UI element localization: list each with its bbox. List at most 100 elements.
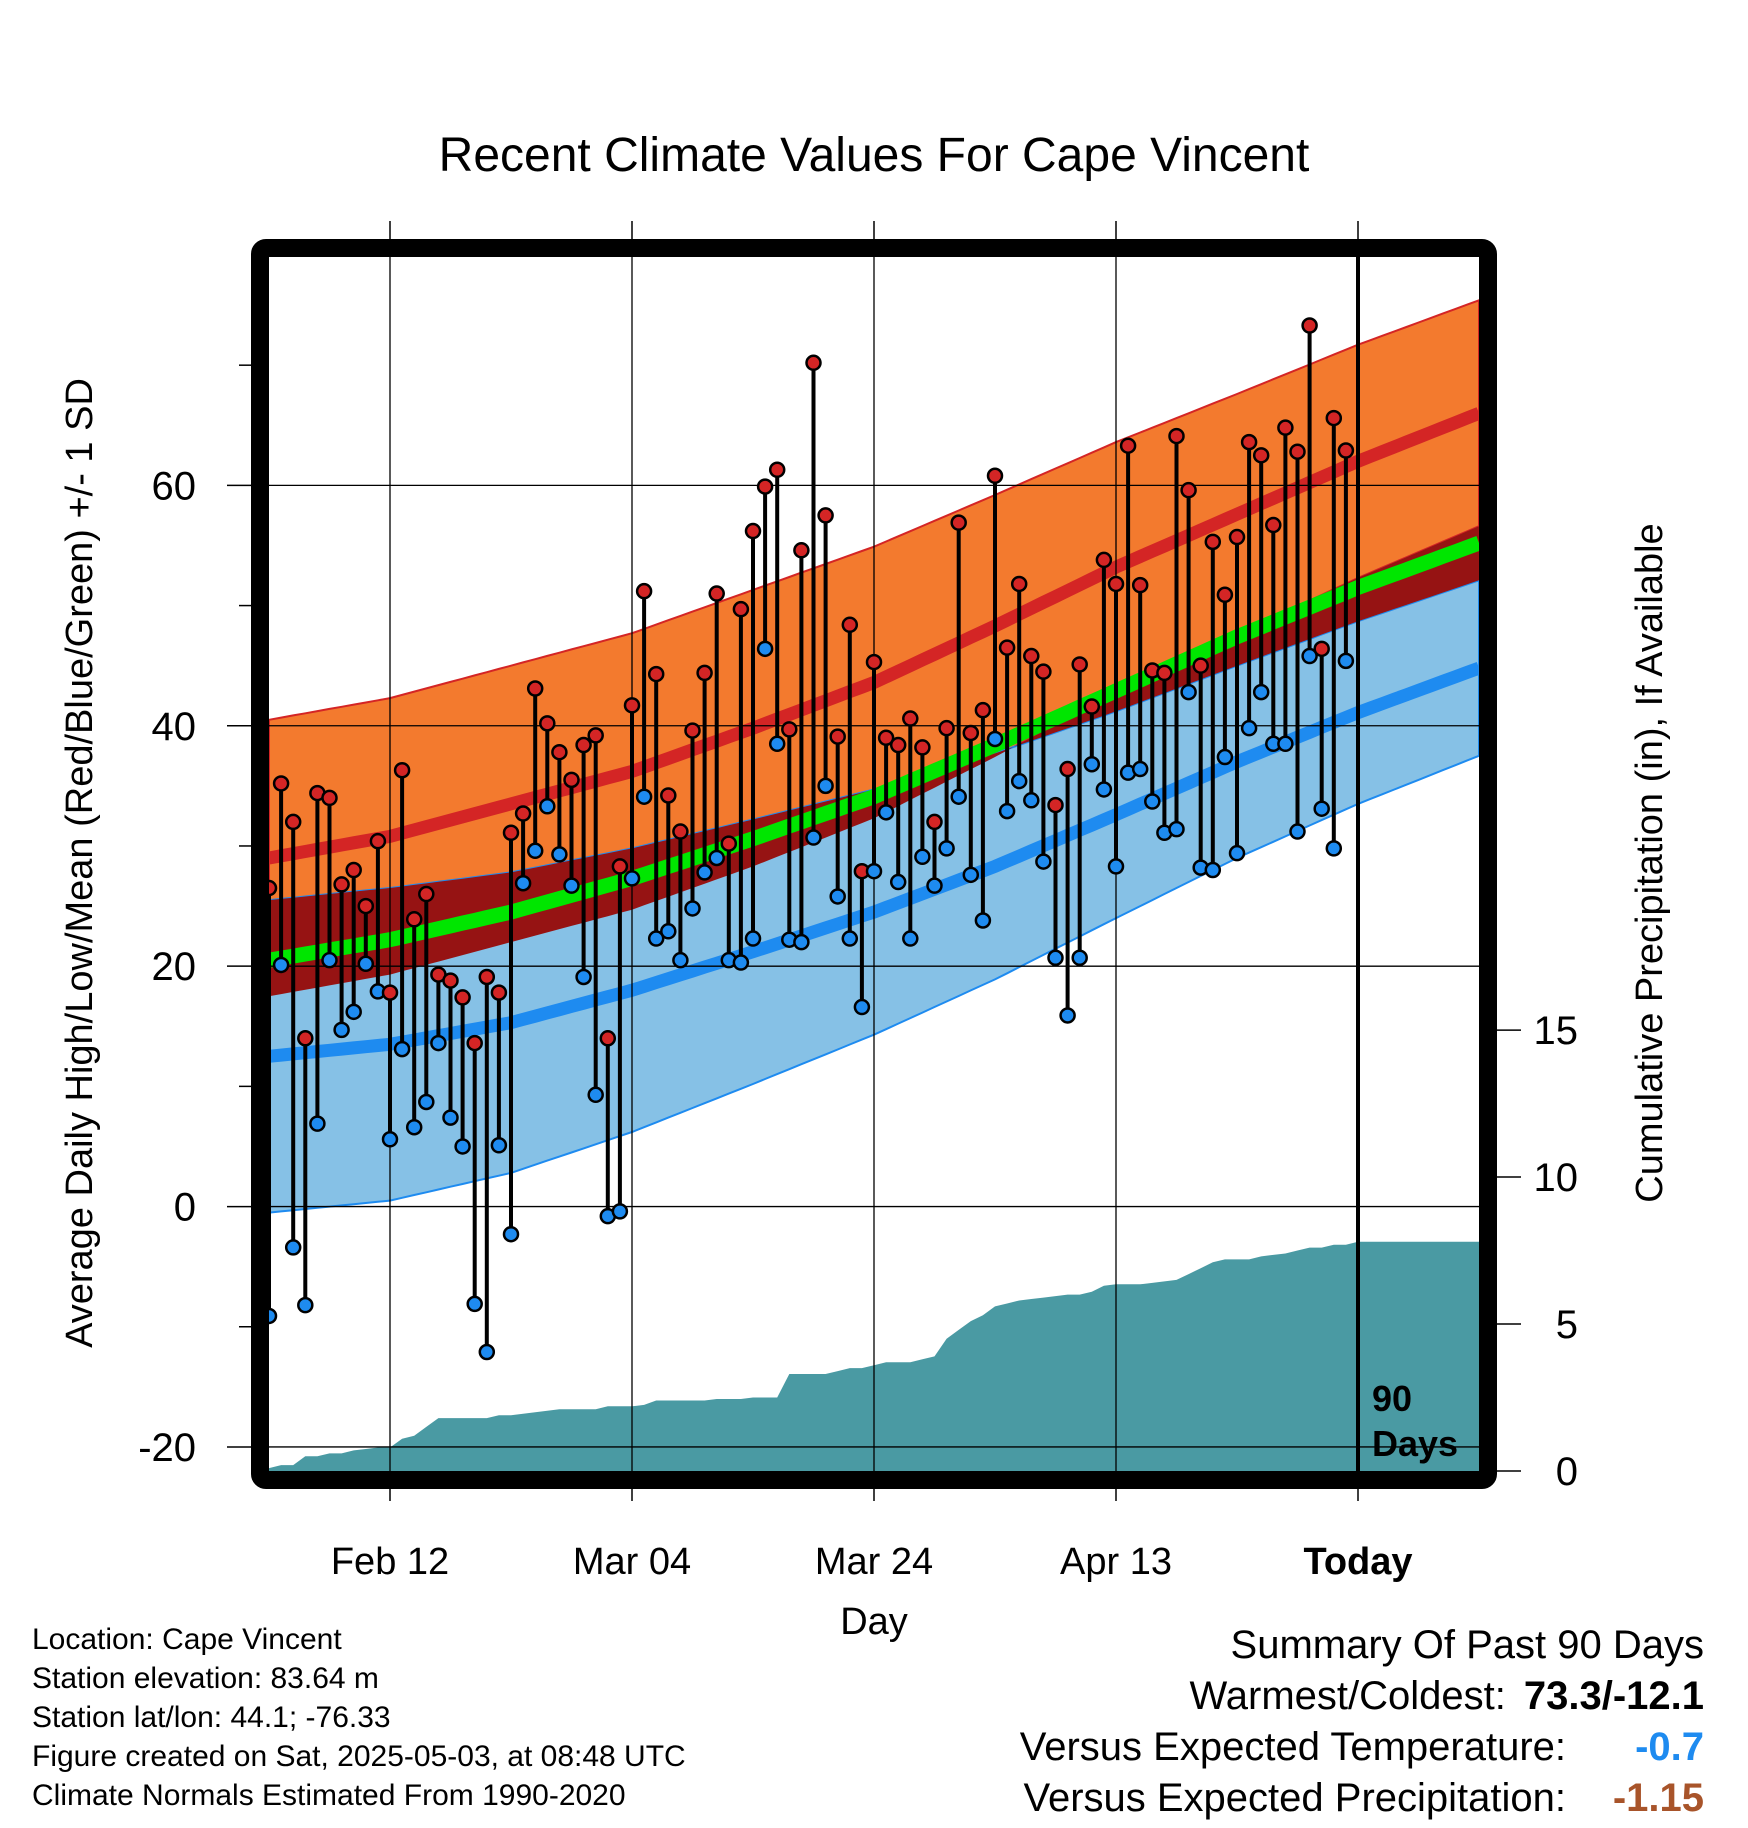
days-label-line1: 90: [1372, 1378, 1412, 1419]
daily-low-point: [1277, 735, 1294, 753]
daily-high-point: [805, 354, 822, 372]
daily-high-point: [986, 467, 1004, 485]
location-text: Location: Cape Vincent: [32, 1623, 342, 1656]
daily-high-point: [696, 664, 713, 682]
daily-high-point: [1107, 575, 1125, 593]
daily-high-point: [635, 582, 653, 600]
daily-high-point: [1119, 437, 1137, 454]
daily-high-point: [817, 507, 834, 524]
daily-high-point: [297, 1030, 314, 1047]
daily-low-point: [865, 862, 883, 880]
daily-high-point: [1192, 657, 1209, 674]
daily-high-point: [454, 989, 471, 1006]
daily-low-point: [1313, 800, 1330, 817]
daily-high-point: [660, 787, 677, 804]
y-axis-label-right: Cumulative Precipitation (in), If Availa…: [1629, 523, 1671, 1202]
daily-high-point: [1059, 760, 1076, 778]
daily-high-point: [841, 616, 859, 634]
daily-low-point: [309, 1115, 326, 1132]
daily-low-point: [272, 956, 290, 974]
daily-low-point: [1023, 792, 1040, 809]
y-tick-label-left: 40: [152, 705, 197, 749]
axes-ticks-labels: Feb 12 Mar 04 Mar 24 Apr 13 Today -20 0 20 40 60 0…: [138, 221, 1578, 1583]
daily-low-point: [1216, 748, 1234, 766]
daily-high-point: [1325, 409, 1343, 427]
y-tick-label-left: 20: [152, 945, 197, 989]
daily-low-point: [1252, 683, 1270, 701]
daily-high-point: [1083, 698, 1101, 715]
daily-high-point: [418, 885, 435, 903]
daily-high-point: [1180, 481, 1197, 499]
daily-low-point: [877, 804, 895, 821]
daily-low-point: [1095, 781, 1113, 798]
daily-high-point: [369, 832, 387, 850]
daily-high-point: [490, 984, 508, 1001]
precip-departure-value: -1.15: [1612, 1776, 1704, 1820]
daily-high-point: [647, 665, 665, 683]
daily-low-point: [490, 1137, 508, 1154]
daily-low-point: [1325, 840, 1343, 857]
temp-departure-label: Versus Expected Temperature:: [1019, 1725, 1566, 1769]
daily-low-point: [793, 933, 810, 951]
daily-low-point: [684, 900, 701, 917]
daily-low-point: [1047, 949, 1064, 967]
daily-high-point: [974, 701, 992, 719]
daily-high-point: [405, 911, 423, 928]
daily-low-point: [1204, 861, 1222, 879]
daily-high-point: [708, 585, 725, 602]
daily-low-point: [1168, 820, 1185, 838]
daily-low-point: [829, 888, 846, 905]
daily-low-point: [430, 1034, 447, 1052]
daily-high-point: [587, 727, 604, 744]
daily-low-point: [514, 874, 532, 892]
daily-high-point: [756, 478, 774, 495]
daily-high-point: [1010, 575, 1028, 593]
daily-high-point: [333, 876, 350, 893]
daily-high-point: [962, 724, 980, 742]
daily-low-point: [539, 798, 556, 815]
daily-low-point: [623, 870, 641, 887]
daily-high-point: [720, 835, 738, 852]
daily-low-point: [889, 873, 907, 891]
daily-high-point: [514, 805, 532, 822]
x-tick-label: Today: [1303, 1541, 1412, 1583]
daily-high-point: [1240, 433, 1258, 451]
daily-low-point: [405, 1118, 423, 1136]
daily-low-point: [381, 1131, 399, 1148]
daily-high-point: [321, 789, 338, 807]
precip-departure-row: Versus Expected Precipitation: -1.15: [1020, 1773, 1704, 1824]
temp-departure-value: -0.7: [1635, 1725, 1704, 1769]
daily-low-point: [926, 877, 943, 894]
daily-high-point: [793, 542, 810, 559]
daily-low-point: [962, 866, 980, 884]
daily-high-point: [865, 653, 883, 671]
daily-high-point: [442, 972, 459, 989]
daily-low-point: [321, 951, 338, 969]
normals-text: Climate Normals Estimated From 1990-2020: [32, 1779, 626, 1812]
daily-low-point: [744, 930, 762, 947]
chart-title: Recent Climate Values For Cape Vincent: [438, 129, 1310, 182]
daily-low-point: [950, 788, 967, 805]
daily-high-point: [1035, 663, 1052, 680]
daily-low-point: [1071, 949, 1088, 967]
daily-low-point: [297, 1296, 314, 1314]
daily-low-point: [974, 912, 992, 929]
daily-low-point: [284, 1239, 302, 1256]
y-tick-label-right: 15: [1534, 1009, 1579, 1053]
daily-high-point: [672, 823, 689, 840]
daily-low-point: [660, 923, 677, 940]
daily-low-point: [563, 877, 580, 894]
daily-high-point: [563, 771, 580, 789]
daily-high-point: [1156, 664, 1173, 682]
precip-cumulative-area: [269, 1241, 1479, 1471]
daily-low-point: [551, 846, 568, 863]
daily-high-point: [1204, 533, 1222, 551]
precip-departure-label: Versus Expected Precipitation:: [1023, 1776, 1566, 1820]
daily-low-point: [1010, 772, 1028, 790]
daily-high-point: [345, 861, 362, 879]
daily-high-point: [1228, 528, 1246, 546]
daily-high-point: [1289, 443, 1306, 460]
daily-low-point: [454, 1138, 471, 1155]
daily-high-point: [768, 461, 786, 479]
